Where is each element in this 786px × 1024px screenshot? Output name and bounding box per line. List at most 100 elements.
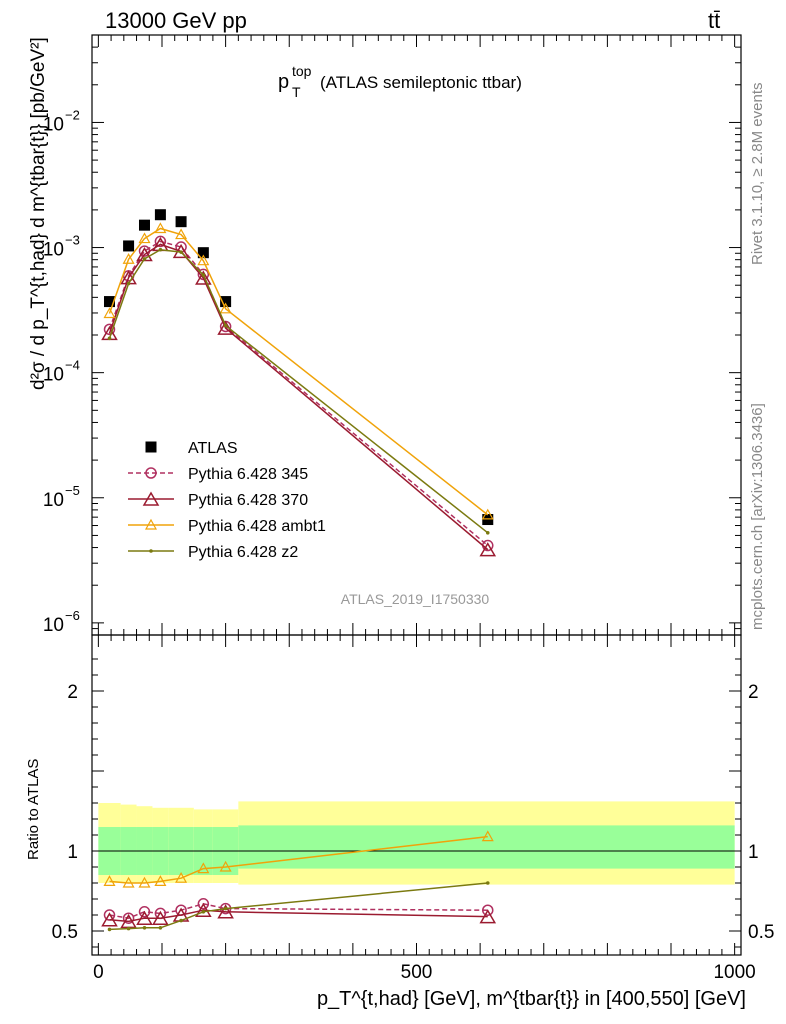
x-axis-label: p_T^{t,had} [GeV], m^{tbar{t}} in [400,5… — [317, 988, 746, 1010]
main-ylabel: d²σ / d p_T^{t,had} d m^{tbar{t}} [pb/Ge… — [28, 37, 49, 390]
ratio-data-point — [107, 927, 112, 932]
ratio-data-point — [485, 881, 490, 885]
legend-marker — [142, 491, 160, 506]
main-data-point — [485, 530, 490, 535]
main-series-line — [108, 227, 489, 516]
main-data-point — [179, 250, 183, 254]
main-series-line — [108, 248, 489, 534]
main-y-tick-exponent: −3 — [65, 233, 80, 248]
x-tick-label: 0 — [93, 962, 104, 983]
ratio-ylabel: Ratio to ATLAS — [25, 759, 42, 860]
x-tick-label: 1000 — [713, 962, 755, 983]
legend-marker — [145, 441, 157, 453]
ratio-series-0 — [103, 898, 494, 924]
main-series-4 — [107, 247, 490, 535]
legend-label: Pythia 6.428 345 — [188, 466, 308, 483]
main-series-3 — [103, 222, 494, 520]
stat-uncertainty-band — [238, 825, 735, 869]
main-title: p top T (ATLAS semileptonic ttbar) — [278, 63, 522, 100]
x-tick-label: 500 — [401, 962, 433, 983]
main-data-point — [223, 323, 228, 328]
legend-label: ATLAS — [188, 440, 238, 457]
legend-label: Pythia 6.428 z2 — [188, 544, 298, 561]
main-series-0 — [103, 209, 494, 526]
main-data-point — [175, 228, 188, 240]
energy-label: 13000 GeV pp — [105, 8, 247, 33]
main-data-point — [158, 247, 163, 252]
main-data-point — [142, 257, 147, 261]
main-data-point — [201, 273, 206, 277]
ratio-data-point — [103, 875, 116, 886]
ratio-data-point — [197, 898, 210, 910]
main-data-point — [126, 281, 131, 286]
ratio-data-point — [136, 910, 153, 925]
ratio-series-line — [109, 903, 488, 919]
main-data-point — [103, 323, 116, 336]
main-data-point — [481, 508, 494, 520]
main-data-point — [220, 296, 232, 308]
main-data-point — [138, 219, 150, 231]
title-sub: T — [292, 84, 301, 100]
ratio-y-tick-label: 2 — [67, 682, 78, 703]
process-label: tt̄ — [708, 8, 720, 33]
ratio-data-point — [481, 830, 494, 842]
main-y-tick-label: 10 — [43, 615, 64, 636]
main-y-tick-exponent: −6 — [65, 608, 80, 623]
main-data-point — [197, 254, 210, 266]
ratio-data-point — [122, 912, 135, 924]
ratio-data-point — [138, 906, 151, 918]
ratio-data-point — [479, 909, 497, 924]
main-y-tick-label: 10 — [43, 240, 64, 261]
main-data-point — [154, 209, 166, 221]
ratio-data-point — [158, 926, 163, 930]
main-data-point — [107, 336, 112, 341]
ratio-data-point — [197, 862, 210, 874]
ratio-data-point — [122, 876, 135, 888]
main-data-point — [479, 542, 497, 557]
main-data-point — [195, 270, 212, 285]
legend-label: Pythia 6.428 370 — [188, 492, 308, 509]
ratio-data-point — [101, 912, 118, 927]
main-data-point — [123, 240, 135, 252]
ratio-data-point — [154, 875, 167, 886]
legend-marker — [145, 467, 157, 479]
ratio-y-tick-label-right: 2 — [748, 682, 759, 703]
ratio-uncertainty-bands — [92, 801, 741, 885]
legend-label: Pythia 6.428 ambt1 — [188, 518, 326, 535]
rivet-label: Rivet 3.1.10, ≥ 2.8M events — [749, 83, 766, 266]
legend-entry-4: Pythia 6.428 z2 — [128, 544, 298, 561]
legend: ATLAS Pythia 6.428 345 Pythia 6.428 370 Pyt… — [128, 440, 326, 561]
ratio-data-point — [195, 902, 212, 917]
ratio-y-tick-label: 0.5 — [52, 922, 78, 943]
ratio-data-point — [482, 904, 494, 916]
main-data-point — [154, 235, 167, 248]
legend-entry-1: Pythia 6.428 345 — [128, 466, 308, 483]
main-data-point — [482, 514, 494, 526]
main-y-tick-label: 10 — [43, 114, 64, 135]
ratio-data-point — [175, 871, 188, 883]
main-data-point — [138, 232, 151, 244]
legend-marker — [149, 549, 153, 553]
ratio-series-3 — [107, 881, 490, 932]
ratio-data-point — [138, 876, 151, 888]
ratio-data-point — [217, 904, 234, 919]
ratio-data-point — [142, 926, 147, 930]
ratio-data-point — [201, 910, 206, 914]
analysis-watermark: ATLAS_2019_I1750330 — [341, 591, 490, 607]
ratio-data-point — [179, 918, 183, 923]
plot-series — [101, 209, 497, 932]
main-series-line — [108, 243, 489, 551]
main-data-point — [103, 307, 116, 319]
ratio-series-2 — [103, 830, 494, 888]
ratio-y-tick-label: 1 — [67, 842, 78, 863]
main-data-point — [122, 253, 135, 264]
ratio-data-point — [219, 860, 232, 872]
ratio-data-point — [223, 906, 228, 911]
main-y-tick-label: 10 — [43, 365, 64, 386]
main-data-point — [197, 247, 209, 259]
ratio-data-point — [126, 926, 131, 931]
ratio-series-line — [109, 882, 488, 931]
ratio-y-tick-label-right: 1 — [748, 842, 759, 863]
